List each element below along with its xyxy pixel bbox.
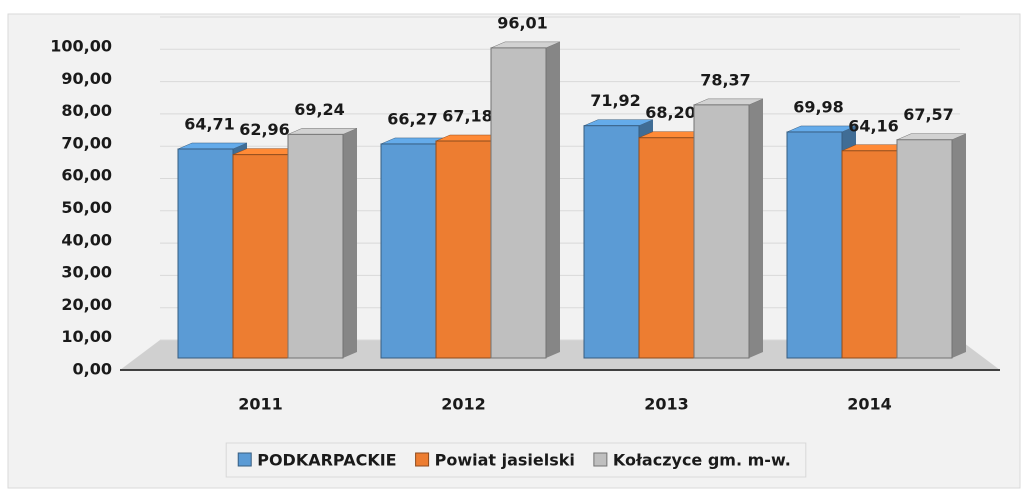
x-tick-label: 2012 bbox=[441, 395, 486, 414]
value-label: 62,96 bbox=[239, 120, 290, 139]
value-label: 69,24 bbox=[294, 100, 345, 119]
value-label: 69,98 bbox=[793, 97, 844, 116]
legend-swatch bbox=[593, 452, 608, 467]
bar bbox=[583, 125, 640, 359]
value-label: 64,71 bbox=[184, 114, 235, 133]
bar bbox=[232, 154, 289, 359]
y-tick-label: 80,00 bbox=[61, 101, 112, 120]
y-tick-label: 50,00 bbox=[61, 198, 112, 217]
y-tick-label: 0,00 bbox=[73, 360, 112, 379]
x-tick-label: 2013 bbox=[644, 395, 689, 414]
bar bbox=[638, 137, 695, 359]
y-tick-label: 40,00 bbox=[61, 230, 112, 249]
y-tick-label: 90,00 bbox=[61, 69, 112, 88]
y-tick-label: 100,00 bbox=[50, 37, 112, 56]
bar bbox=[693, 104, 750, 359]
value-label: 64,16 bbox=[848, 116, 899, 135]
legend-label: Powiat jasielski bbox=[435, 451, 575, 470]
value-label: 67,18 bbox=[442, 107, 493, 126]
value-label: 67,57 bbox=[903, 105, 954, 124]
y-tick-label: 30,00 bbox=[61, 263, 112, 282]
value-label: 68,20 bbox=[645, 103, 696, 122]
bar-side bbox=[952, 133, 966, 358]
bar bbox=[435, 140, 492, 359]
legend-swatch bbox=[415, 452, 430, 467]
y-tick-label: 10,00 bbox=[61, 327, 112, 346]
bar-side bbox=[749, 98, 763, 358]
y-tick-label: 60,00 bbox=[61, 166, 112, 185]
legend-swatch bbox=[237, 452, 252, 467]
value-label: 96,01 bbox=[497, 13, 548, 32]
bar bbox=[786, 131, 843, 359]
value-label: 71,92 bbox=[590, 91, 641, 110]
bar bbox=[380, 143, 437, 359]
legend: PODKARPACKIE Powiat jasielski Kołaczyce gm… bbox=[225, 442, 807, 478]
value-label: 66,27 bbox=[387, 109, 438, 128]
y-tick-label: 20,00 bbox=[61, 295, 112, 314]
bar-side bbox=[343, 128, 357, 358]
value-label: 78,37 bbox=[700, 70, 751, 89]
x-tick-label: 2014 bbox=[847, 395, 892, 414]
legend-label: Kołaczyce gm. m-w. bbox=[613, 451, 791, 470]
legend-label: PODKARPACKIE bbox=[257, 451, 396, 470]
legend-box bbox=[225, 442, 807, 478]
bar bbox=[896, 139, 953, 359]
bar bbox=[287, 133, 344, 359]
bar bbox=[490, 47, 547, 359]
y-tick-label: 70,00 bbox=[61, 133, 112, 152]
bar bbox=[841, 150, 898, 359]
bar-side bbox=[546, 41, 560, 359]
x-tick-label: 2011 bbox=[238, 395, 283, 414]
bar bbox=[177, 148, 234, 359]
